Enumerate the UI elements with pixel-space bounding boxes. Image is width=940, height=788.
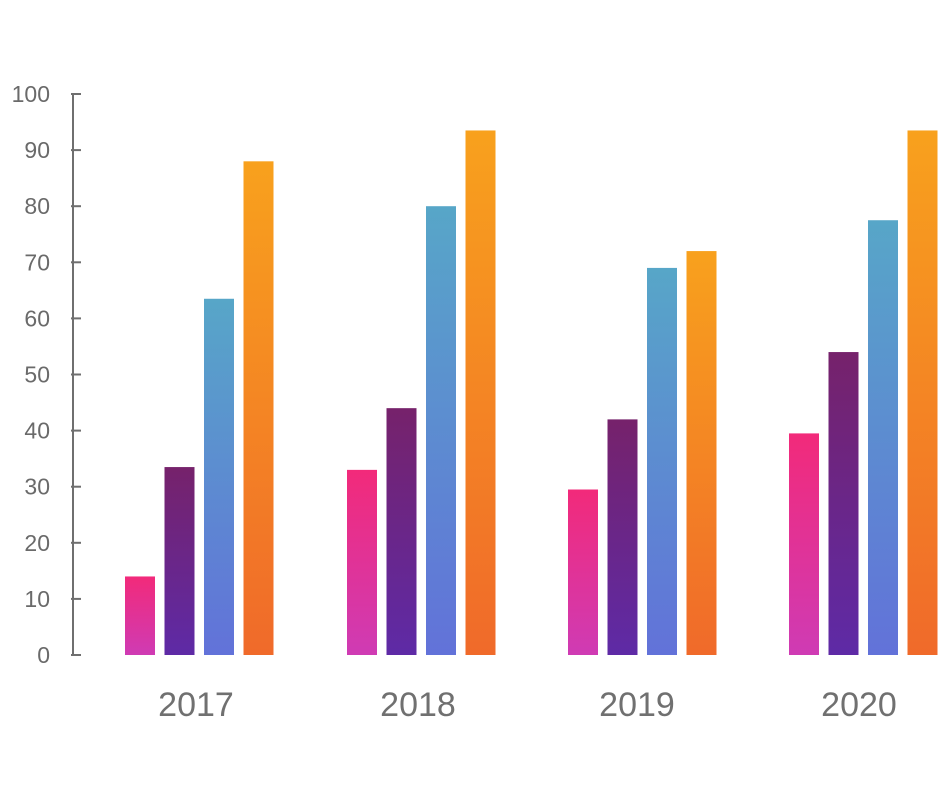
y-tick-label: 50 <box>24 362 50 388</box>
x-category-label: 2020 <box>821 686 897 724</box>
bar-2019-series-4 <box>686 251 717 655</box>
y-tick-label: 60 <box>24 305 50 331</box>
x-category-label: 2017 <box>158 686 234 724</box>
y-tick-label: 20 <box>24 530 50 556</box>
y-tick-label: 0 <box>37 642 50 668</box>
y-tick-label: 90 <box>24 137 50 163</box>
bar-2017-series-4 <box>243 161 274 655</box>
bar-2017-series-1 <box>125 576 155 655</box>
bar-2017-series-2 <box>164 467 195 655</box>
bar-2020-series-4 <box>907 130 938 656</box>
bar-2019-series-1 <box>568 489 598 655</box>
y-tick-label: 80 <box>24 193 50 219</box>
bar-2018-series-2 <box>386 408 417 655</box>
y-tick-label: 40 <box>24 418 50 444</box>
x-category-label: 2019 <box>599 686 675 724</box>
bar-2018-series-4 <box>465 130 496 656</box>
bar-2018-series-1 <box>347 469 377 655</box>
x-axis-labels: 2017 2018 2019 2020 <box>158 686 897 724</box>
bar-2019-series-3 <box>647 267 677 655</box>
x-category-label: 2018 <box>380 686 456 724</box>
bar-2018-series-3 <box>426 206 456 655</box>
bar-2017-series-3 <box>204 298 234 655</box>
y-tick-label: 10 <box>24 586 50 612</box>
bars <box>125 130 938 656</box>
y-tick-label: 70 <box>24 249 50 275</box>
y-axis: 0 10 20 30 40 50 60 70 80 90 100 <box>12 81 81 668</box>
y-tick-label: 30 <box>24 474 50 500</box>
bar-2020-series-2 <box>828 352 859 655</box>
bar-2019-series-2 <box>607 419 638 655</box>
y-tick-label: 100 <box>12 81 50 107</box>
bar-2020-series-1 <box>789 433 819 655</box>
bar-2020-series-3 <box>868 220 898 655</box>
